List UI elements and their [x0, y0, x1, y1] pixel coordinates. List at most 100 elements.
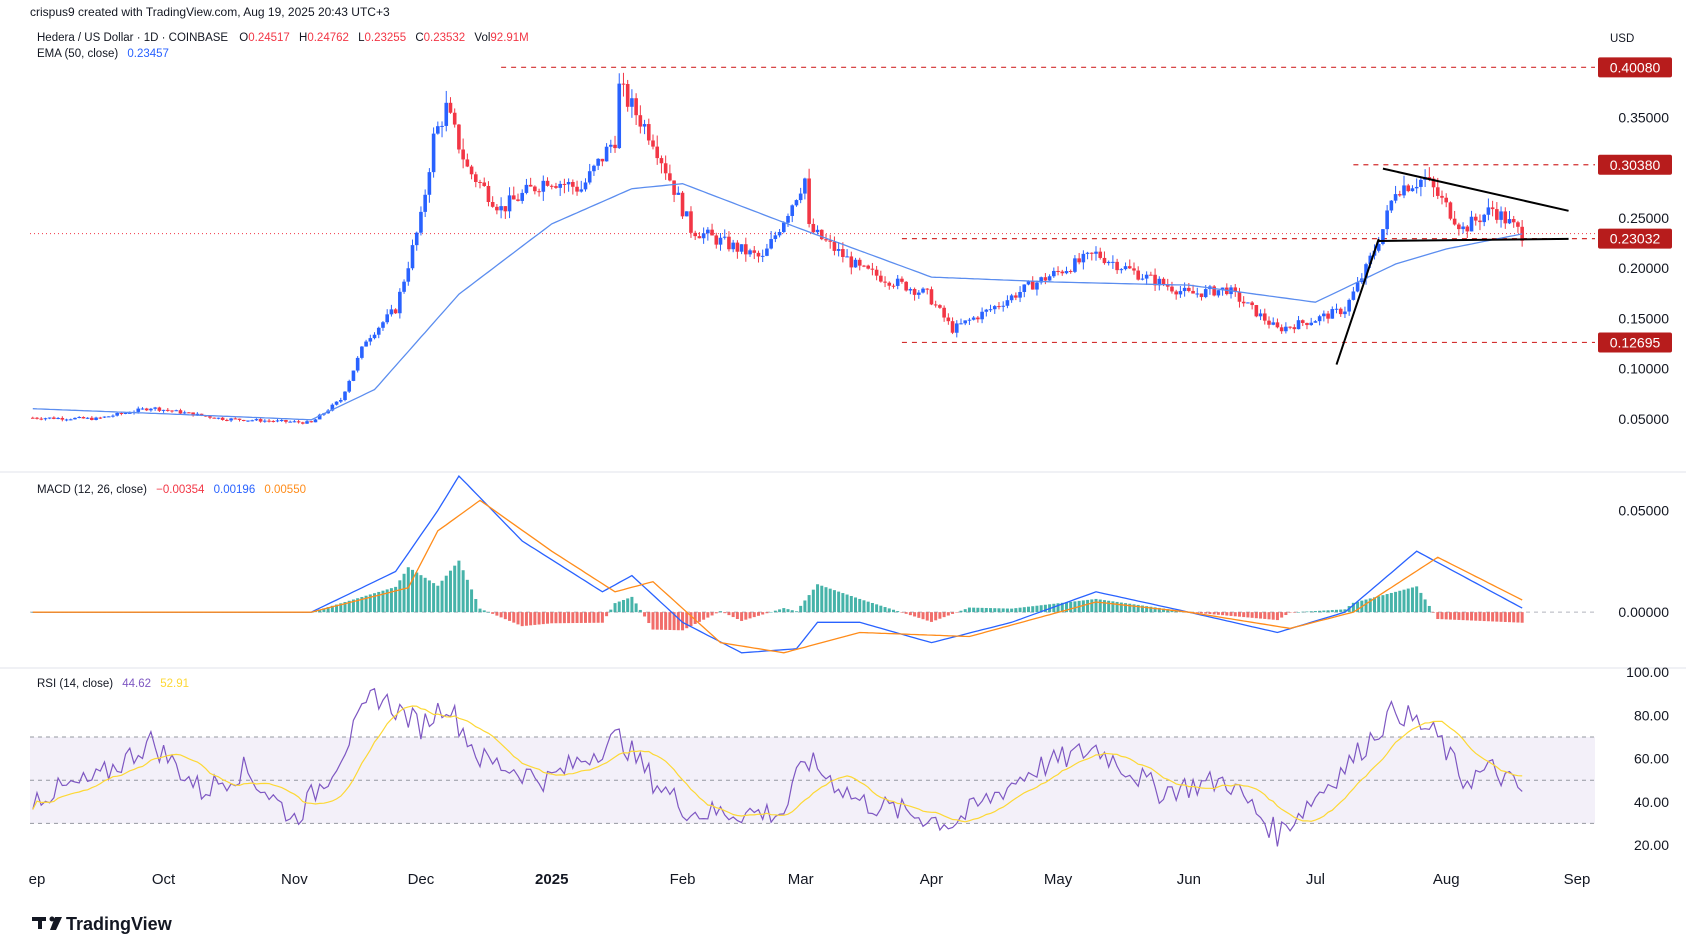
macd-histogram-bar [719, 611, 723, 613]
candle [1241, 301, 1246, 304]
macd-histogram-bar [1052, 603, 1056, 613]
candle [786, 215, 790, 223]
macd-histogram-bar [1516, 612, 1520, 623]
candle [347, 380, 352, 392]
candle [921, 288, 925, 293]
macd-histogram-bar [1204, 612, 1208, 614]
macd-histogram-bar [655, 612, 659, 630]
macd-histogram-bar [786, 609, 790, 613]
candle [912, 289, 917, 295]
candle [1047, 276, 1052, 281]
tradingview-logo: TradingView [32, 914, 173, 934]
candle [431, 133, 436, 173]
candle [891, 285, 896, 287]
candle [338, 400, 343, 402]
macd-histogram-bar [1136, 604, 1140, 613]
candle [714, 235, 719, 245]
time-axis-label: Jun [1177, 871, 1201, 888]
price-tick-label: 0.15000 [1618, 310, 1669, 326]
candle [549, 185, 554, 187]
candle [642, 124, 647, 127]
macd-histogram-bar [921, 612, 925, 620]
candle [533, 186, 537, 192]
candle [1292, 327, 1297, 330]
macd-histogram-bar [1474, 612, 1478, 621]
low-label: L [358, 32, 365, 44]
macd-histogram-bar [668, 612, 672, 630]
macd-histogram-bar [989, 608, 993, 613]
candle [1182, 287, 1187, 292]
candle [900, 278, 904, 282]
candle [313, 419, 318, 423]
candle [94, 417, 98, 420]
macd-histogram-bar [756, 612, 760, 616]
macd-histogram-bar [845, 594, 849, 613]
candle [575, 186, 579, 192]
macd-histogram-bar [681, 612, 685, 631]
close-value: 0.23532 [424, 32, 466, 44]
candle [756, 252, 761, 257]
macd-histogram-bar [440, 580, 444, 613]
candle [106, 416, 111, 418]
candle [954, 323, 959, 333]
candle [701, 233, 706, 239]
candle [1132, 268, 1136, 271]
macd-histogram-bar [343, 602, 347, 613]
candle [959, 323, 963, 325]
time-axis-label: Jul [1306, 871, 1325, 888]
candle [1448, 202, 1453, 219]
candle [857, 259, 862, 266]
candle [735, 242, 740, 252]
candle [841, 249, 845, 258]
candle [267, 420, 271, 422]
candle [836, 249, 841, 251]
candle [43, 418, 48, 420]
candle [1317, 316, 1322, 322]
candle [1111, 261, 1115, 263]
candle [630, 98, 634, 107]
macd-histogram-bar [1043, 604, 1047, 613]
rsi-tick-label: 100.00 [1626, 664, 1669, 680]
candle [1322, 313, 1326, 317]
candle [765, 248, 769, 256]
macd-histogram-bar [617, 601, 621, 613]
candle [128, 412, 132, 414]
candle [1014, 295, 1018, 298]
macd-histogram-bar [837, 591, 841, 613]
candle [364, 341, 368, 347]
candle [1153, 274, 1157, 286]
macd-histogram-bar [1478, 612, 1482, 621]
candle [317, 414, 322, 420]
macd-histogram-bar [567, 612, 571, 624]
candle [1043, 277, 1048, 281]
candle [950, 321, 955, 333]
candle [1284, 326, 1288, 332]
candle [1389, 200, 1394, 211]
candle [381, 322, 385, 328]
candle [1393, 194, 1398, 201]
time-axis-label: Mar [788, 871, 814, 888]
macd-histogram-bar [1157, 607, 1161, 613]
macd-histogram-bar [1263, 612, 1267, 619]
macd-histogram-bar [630, 596, 634, 613]
candle [444, 102, 449, 126]
candle [933, 304, 938, 306]
candle [398, 291, 402, 314]
macd-histogram-bar [486, 612, 490, 613]
macd-histogram-bar [575, 612, 579, 623]
macd-histogram-bar [1102, 600, 1106, 613]
high-value: 0.24762 [307, 32, 349, 44]
macd-histogram-bar [1440, 612, 1444, 620]
macd-histogram-bar [929, 612, 933, 622]
candle [1427, 177, 1432, 179]
candle [212, 417, 217, 419]
volume-label: Vol [474, 32, 490, 44]
macd-histogram-bar [457, 560, 461, 613]
macd-histogram-bar [794, 611, 798, 613]
macd-histogram-bar [1436, 612, 1440, 620]
macd-histogram-bar [1292, 612, 1296, 613]
macd-histogram-bar [1448, 612, 1452, 620]
macd-histogram-bar [1465, 612, 1469, 621]
macd-histogram-bar [984, 607, 988, 613]
macd-histogram-bar [900, 612, 904, 613]
